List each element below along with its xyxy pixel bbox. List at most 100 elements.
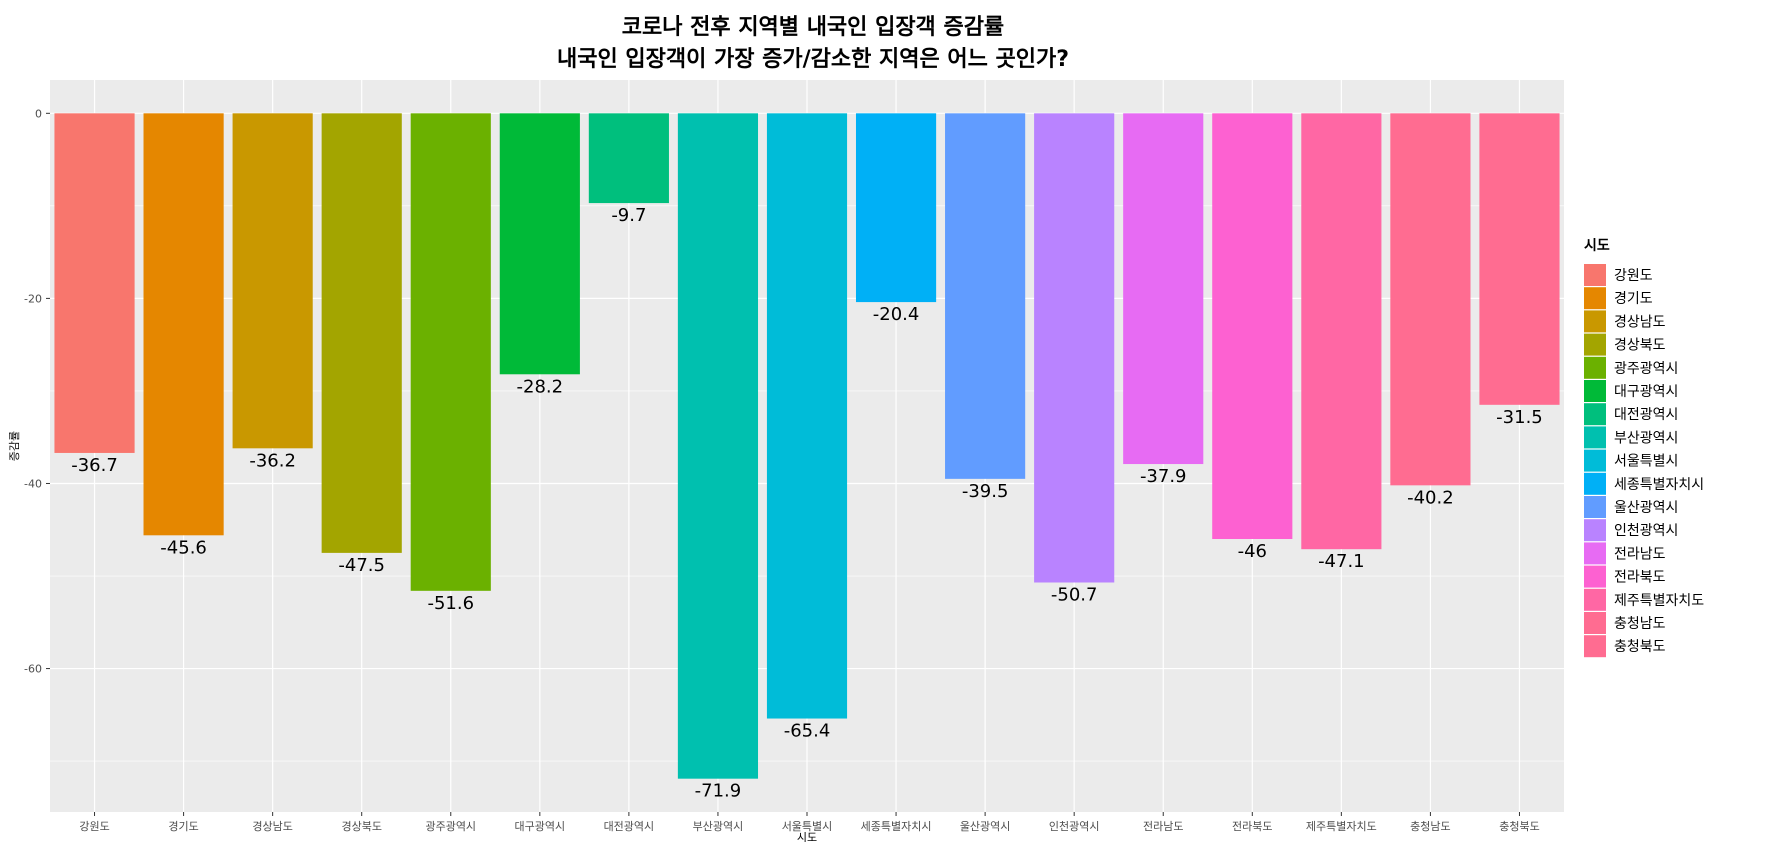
data-label: -40.2	[1407, 487, 1454, 508]
chart-subtitle: 내국인 입장객이 가장 증가/감소한 지역은 어느 곳인가?	[557, 47, 1069, 72]
legend-label: 경상남도	[1614, 314, 1666, 330]
bar	[1123, 113, 1204, 465]
data-label: -46	[1238, 541, 1267, 562]
bar	[232, 113, 313, 449]
data-label: -36.2	[249, 450, 296, 471]
data-label: -31.5	[1496, 407, 1543, 428]
data-label: -47.1	[1318, 551, 1365, 572]
bar	[54, 113, 135, 453]
x-tick-label: 서울특별시	[782, 820, 833, 833]
bar	[1390, 113, 1471, 486]
data-label: -45.6	[160, 537, 207, 558]
data-label: -39.5	[962, 481, 1009, 502]
bars	[54, 113, 1560, 779]
data-label: -65.4	[784, 721, 831, 742]
x-tick-label: 대구광역시	[515, 820, 566, 833]
data-label: -9.7	[611, 205, 646, 226]
legend-label: 부산광역시	[1614, 430, 1678, 446]
legend-swatch	[1584, 287, 1606, 310]
legend-label: 충청북도	[1614, 639, 1666, 655]
legend-label: 서울특별시	[1614, 454, 1678, 470]
data-label: -47.5	[338, 555, 385, 576]
bar	[1034, 113, 1115, 583]
bar	[588, 113, 669, 204]
legend-swatch	[1584, 565, 1606, 588]
x-tick-label: 광주광역시	[425, 820, 476, 833]
x-tick-label: 경상북도	[341, 820, 381, 833]
bar	[1301, 113, 1382, 550]
x-tick-label: 대전광역시	[604, 820, 655, 833]
legend-swatch	[1584, 333, 1606, 356]
x-tick-label: 전라남도	[1143, 820, 1183, 833]
legend-swatch	[1584, 635, 1606, 658]
data-label: -20.4	[873, 304, 920, 325]
legend-label: 인천광역시	[1614, 523, 1678, 539]
chart-title: 코로나 전후 지역별 내국인 입장객 증감률	[622, 15, 1004, 40]
legend-swatch	[1584, 588, 1606, 611]
bar	[499, 113, 580, 375]
legend: 시도 강원도경기도경상남도경상북도광주광역시대구광역시대전광역시부산광역시서울특…	[1584, 238, 1704, 658]
legend-swatch	[1584, 403, 1606, 426]
bar	[1212, 113, 1293, 540]
data-label: -50.7	[1051, 584, 1098, 605]
legend-swatch	[1584, 472, 1606, 495]
data-label: -51.6	[427, 593, 474, 614]
legend-label: 충청남도	[1614, 616, 1666, 632]
bar	[410, 113, 491, 591]
bar	[766, 113, 848, 719]
bar	[677, 113, 759, 779]
legend-label: 광주광역시	[1614, 361, 1678, 377]
legend-label: 제주특별자치도	[1614, 593, 1704, 609]
data-label: -28.2	[517, 376, 564, 397]
legend-label: 강원도	[1614, 268, 1653, 284]
legend-swatch	[1584, 426, 1606, 449]
legend-swatch	[1584, 310, 1606, 333]
legend-label: 대구광역시	[1614, 384, 1678, 400]
y-tick-label: -40	[24, 477, 42, 490]
data-label: -37.9	[1140, 466, 1187, 487]
x-tick-label: 제주특별자치도	[1306, 820, 1377, 833]
y-axis: 0 -20 -40 -60	[24, 107, 50, 676]
x-tick-label: 전라북도	[1232, 820, 1272, 833]
y-tick-label: -60	[24, 663, 42, 676]
legend-label: 대전광역시	[1614, 407, 1678, 423]
legend-swatch	[1584, 380, 1606, 402]
legend-swatch	[1584, 264, 1606, 286]
x-tick-label: 충청남도	[1410, 820, 1450, 833]
x-axis: 강원도 경기도 경상남도 경상북도 광주광역시 대구광역시 대전광역시 부산광역시 서울특별시 세…	[79, 812, 1540, 833]
legend-title: 시도	[1584, 238, 1610, 254]
data-label: -71.9	[695, 781, 742, 802]
bar	[855, 113, 937, 303]
legend-label: 경상북도	[1614, 338, 1666, 354]
bar	[143, 113, 224, 536]
y-tick-label: -20	[24, 292, 42, 305]
legend-label: 세종특별자치시	[1614, 477, 1704, 493]
legend-swatch	[1584, 496, 1606, 518]
legend-swatch	[1584, 612, 1606, 634]
y-axis-title: 증감률	[8, 431, 21, 461]
legend-label: 전라북도	[1614, 570, 1666, 586]
x-tick-label: 울산광역시	[960, 820, 1011, 833]
bar	[945, 113, 1026, 479]
legend-swatch	[1584, 449, 1606, 472]
x-tick-label: 경상남도	[252, 820, 292, 833]
legend-label: 경기도	[1614, 291, 1653, 307]
data-labels: -36.7 -45.6 -36.2 -47.5 -51.6 -28.2 -9.7 -71.9 -…	[71, 205, 1543, 802]
bar	[321, 113, 402, 553]
x-tick-label: 경기도	[168, 820, 198, 833]
legend-swatch	[1584, 519, 1606, 542]
x-tick-label: 세종특별자치시	[861, 820, 932, 833]
x-tick-label: 부산광역시	[693, 820, 744, 833]
x-tick-label: 강원도	[79, 820, 109, 833]
x-tick-label: 충청북도	[1499, 820, 1539, 833]
x-axis-title: 시도	[797, 831, 817, 844]
bar	[1479, 113, 1560, 405]
x-tick-label: 인천광역시	[1049, 819, 1100, 833]
data-label: -36.7	[71, 455, 118, 476]
legend-swatch	[1584, 356, 1606, 379]
legend-swatch	[1584, 542, 1606, 565]
y-tick-label: 0	[35, 107, 42, 120]
legend-label: 전라남도	[1614, 546, 1666, 562]
